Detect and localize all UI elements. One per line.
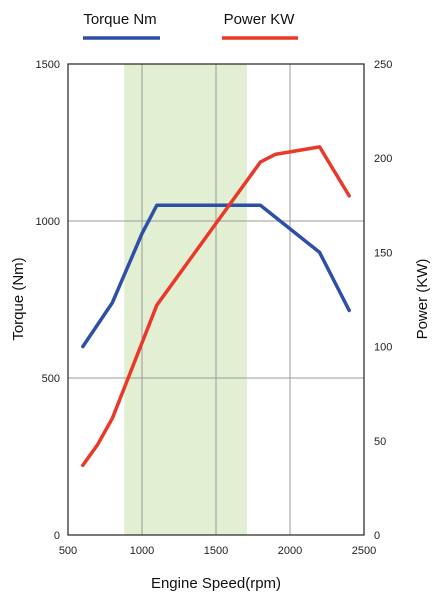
y2-tick-label: 0 [374,530,380,542]
y-tick-label: 0 [54,530,60,542]
series-layer [81,145,351,468]
y2-tick-label: 250 [374,59,392,71]
x-tick-label: 1000 [130,545,154,557]
y2-tick-label: 50 [374,436,386,448]
highlight-band-layer [124,64,248,535]
power-series-line [81,145,351,468]
legend: Torque Nm Power KW [83,11,298,40]
x-tick-label: 1500 [204,545,228,557]
y-tick-label: 1500 [36,59,60,71]
legend-label-power: Power KW [224,11,296,28]
y-tick-label: 500 [42,373,60,385]
y2-tick-label: 200 [374,153,392,165]
plot-frame [67,63,365,536]
x-tick-label: 2500 [352,545,376,557]
x-axis-title: Engine Speed(rpm) [151,575,281,592]
x-tick-label: 2000 [278,545,302,557]
y2-tick-label: 100 [374,342,392,354]
y-axis-title: Torque (Nm) [10,257,27,340]
y-tick-label: 1000 [36,216,60,228]
highlight-band [124,64,248,535]
y2-tick-label: 150 [374,247,392,259]
x-tick-label: 500 [59,545,77,557]
torque-series-line [81,203,351,349]
y2-axis-title: Power (KW) [414,259,431,340]
legend-label-torque: Torque Nm [83,11,156,28]
tick-layer: 500 1000 1500 2000 2500 0 500 1000 1500 0 50 100 150… [36,59,393,557]
